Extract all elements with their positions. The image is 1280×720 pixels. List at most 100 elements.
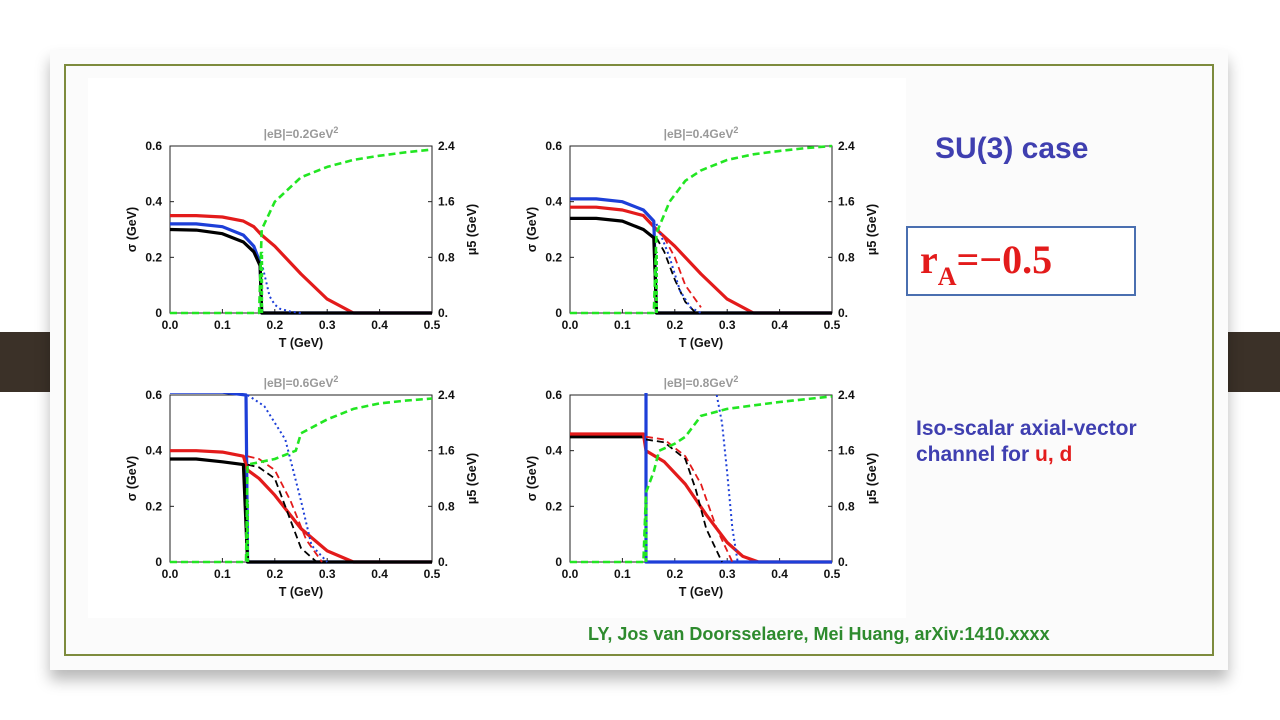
x-tick-label: 0.2 bbox=[666, 567, 683, 581]
series-black_dash bbox=[645, 438, 723, 563]
series-green bbox=[170, 397, 432, 564]
y-tick-label: 0 bbox=[155, 306, 162, 320]
description-prefix: channel for bbox=[916, 443, 1036, 466]
x-tick-label: 0.1 bbox=[614, 318, 631, 332]
x-tick-label: 0.3 bbox=[319, 567, 336, 581]
ratio-main: r bbox=[920, 237, 938, 282]
series-blue_dot bbox=[260, 262, 302, 314]
y-axis-label: σ (GeV) bbox=[525, 456, 539, 501]
y-tick-label: 0.2 bbox=[145, 250, 162, 264]
chart-title-sup: 2 bbox=[333, 374, 338, 384]
y2-tick-label: 0.8 bbox=[438, 499, 455, 513]
y-tick-label: 0.6 bbox=[545, 388, 562, 402]
ratio-subscript: A bbox=[937, 262, 957, 291]
x-tick-label: 0.3 bbox=[319, 318, 336, 332]
chart-title: |eB|=0.4GeV2 bbox=[664, 125, 739, 141]
chart-title: |eB|=0.6GeV2 bbox=[264, 374, 339, 390]
x-tick-label: 0.5 bbox=[424, 567, 441, 581]
slide-heading: SU(3) case bbox=[935, 132, 1089, 165]
y2-axis-label: μ5 (GeV) bbox=[865, 453, 879, 504]
chart-title-text: |eB|=0.6GeV bbox=[264, 376, 334, 390]
y2-tick-label: 2.4 bbox=[438, 139, 455, 153]
description-highlight: u, d bbox=[1035, 443, 1073, 466]
series-blue bbox=[644, 393, 832, 564]
x-tick-label: 0.5 bbox=[424, 318, 441, 332]
x-tick-label: 0.5 bbox=[824, 318, 841, 332]
y-tick-label: 0 bbox=[555, 306, 562, 320]
y-tick-label: 0.4 bbox=[545, 444, 562, 458]
series-red bbox=[570, 205, 832, 315]
x-axis-label: T (GeV) bbox=[679, 336, 723, 350]
x-tick-label: 0.3 bbox=[719, 567, 736, 581]
ratio-value: =−0.5 bbox=[956, 237, 1053, 282]
x-axis-label: T (GeV) bbox=[279, 585, 323, 599]
y2-tick-label: 2.4 bbox=[838, 388, 855, 402]
y2-tick-label: 1.6 bbox=[838, 444, 855, 458]
series-green bbox=[570, 144, 832, 315]
citation: LY, Jos van Doorsselaere, Mei Huang, arX… bbox=[588, 624, 1050, 644]
x-tick-label: 0.2 bbox=[666, 318, 683, 332]
plot-frame bbox=[169, 145, 433, 314]
chart-title-sup: 2 bbox=[733, 374, 738, 384]
y-tick-label: 0.4 bbox=[145, 195, 162, 209]
x-tick-label: 0.0 bbox=[162, 318, 179, 332]
series-red_dash bbox=[645, 435, 734, 563]
plots-svg: 0.0 0.1 0.2 0.3 0.4 0.500.20.40.60.0.81.62.4T… bbox=[125, 125, 879, 599]
y-axis-label: σ (GeV) bbox=[125, 456, 139, 501]
plot-frame bbox=[169, 394, 433, 563]
y2-tick-label: 0. bbox=[838, 306, 848, 320]
x-tick-label: 0.4 bbox=[371, 567, 388, 581]
x-tick-label: 0.1 bbox=[214, 567, 231, 581]
y2-tick-label: 0. bbox=[838, 555, 848, 569]
x-tick-label: 0.1 bbox=[214, 318, 231, 332]
chart-title-text: |eB|=0.4GeV bbox=[664, 127, 734, 141]
y2-tick-label: 1.6 bbox=[438, 195, 455, 209]
y-tick-label: 0 bbox=[155, 555, 162, 569]
x-axis-label: T (GeV) bbox=[679, 585, 723, 599]
chart-panel-1: 0.0 0.1 0.2 0.3 0.4 0.5 0 0.2 0.4 0.6 0. 0.8 1.6 2.4 T… bbox=[125, 125, 479, 350]
series-black bbox=[570, 216, 832, 315]
y-tick-label: 0.6 bbox=[545, 139, 562, 153]
slide-frame bbox=[64, 64, 1214, 656]
series-blue bbox=[570, 197, 832, 315]
x-tick-label: 0.4 bbox=[771, 567, 788, 581]
y2-tick-label: 0.8 bbox=[838, 499, 855, 513]
chart-title: |eB|=0.8GeV2 bbox=[664, 374, 739, 390]
x-tick-label: 0.4 bbox=[371, 318, 388, 332]
channel-description: Iso-scalar axial-vector channel for u, d bbox=[916, 416, 1137, 468]
y-tick-label: 0.2 bbox=[145, 499, 162, 513]
x-tick-label: 0.2 bbox=[266, 318, 283, 332]
x-tick-label: 0.3 bbox=[719, 318, 736, 332]
y-tick-label: 0.4 bbox=[145, 444, 162, 458]
series-blue_dot bbox=[247, 394, 328, 563]
x-tick-label: 0.0 bbox=[562, 567, 579, 581]
y2-axis-label: μ5 (GeV) bbox=[465, 204, 479, 255]
chart-title: |eB|=0.2GeV2 bbox=[264, 125, 339, 141]
y2-axis-label: μ5 (GeV) bbox=[865, 204, 879, 255]
series-red bbox=[170, 449, 432, 564]
y2-tick-label: 2.4 bbox=[438, 388, 455, 402]
ratio-formula: rA=−0.5 bbox=[920, 236, 1052, 301]
x-tick-label: 0.1 bbox=[614, 567, 631, 581]
chart-panel-3: 0.0 0.1 0.2 0.3 0.4 0.5 0 0.2 0.4 0.6 0. 0.8 1.6 2.4 T… bbox=[125, 374, 479, 599]
y-tick-label: 0.6 bbox=[145, 388, 162, 402]
y2-tick-label: 1.6 bbox=[838, 195, 855, 209]
x-tick-label: 0.2 bbox=[266, 567, 283, 581]
series-blue_dot bbox=[655, 223, 702, 314]
y2-tick-label: 0. bbox=[438, 555, 448, 569]
series-black bbox=[170, 457, 432, 564]
plot-frame bbox=[569, 394, 833, 563]
x-tick-label: 0.4 bbox=[771, 318, 788, 332]
y2-tick-label: 0.8 bbox=[838, 250, 855, 264]
description-line1: Iso-scalar axial-vector bbox=[916, 417, 1137, 440]
series-black bbox=[170, 227, 432, 315]
series-black_dash bbox=[655, 237, 697, 314]
series-blue_dot bbox=[715, 394, 739, 563]
chart-panel-2: 0.0 0.1 0.2 0.3 0.4 0.5 0 0.2 0.4 0.6 0. 0.8 1.6 2.4 T… bbox=[525, 125, 879, 350]
x-tick-label: 0.0 bbox=[162, 567, 179, 581]
y2-axis-label: μ5 (GeV) bbox=[465, 453, 479, 504]
y-tick-label: 0.2 bbox=[545, 250, 562, 264]
series-green bbox=[570, 395, 832, 564]
y2-tick-label: 2.4 bbox=[838, 139, 855, 153]
y2-tick-label: 1.6 bbox=[438, 444, 455, 458]
